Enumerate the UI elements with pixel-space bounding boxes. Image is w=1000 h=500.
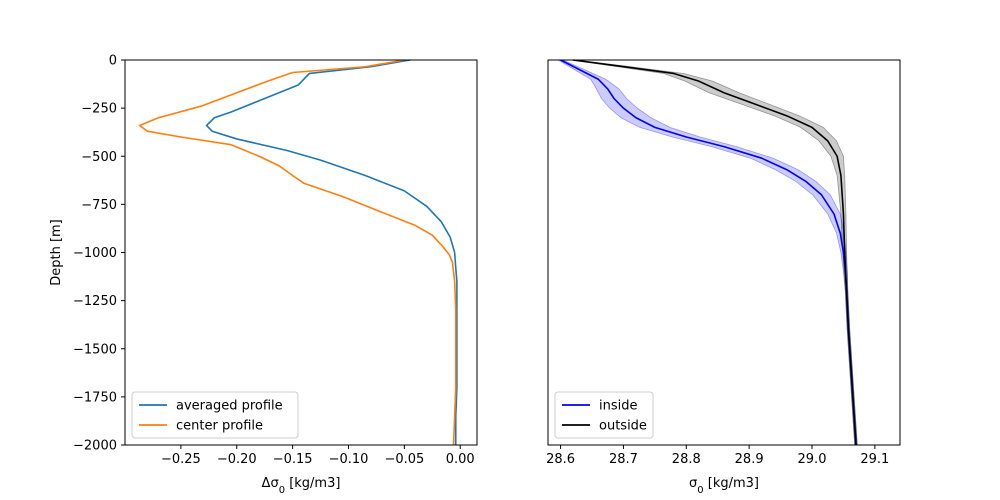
series-line-center-profile xyxy=(138,59,457,446)
y-tick-label: −500 xyxy=(81,150,117,165)
left-y-axis-label: Depth [m] xyxy=(49,219,64,286)
right-x-axis-label: σ0 [kg/m3] xyxy=(689,476,759,496)
left-series-lines xyxy=(138,59,458,446)
x-tick-label: 29.0 xyxy=(798,452,827,467)
right-legend: inside outside xyxy=(554,391,654,439)
left-x-axis-label: Δσ0 [kg/m3] xyxy=(262,476,341,496)
y-tick-label: −750 xyxy=(81,198,117,213)
right-series-lines xyxy=(560,59,857,446)
left-legend: averaged profile center profile xyxy=(131,391,299,439)
y-tick-label: −1500 xyxy=(73,342,117,357)
x-tick-label: 0.00 xyxy=(446,452,475,467)
right-ticks: 28.6 28.7 28.8 28.9 29.0 29.1 xyxy=(546,445,889,467)
x-tick-label: −0.15 xyxy=(273,452,313,467)
legend-label: inside xyxy=(599,399,638,414)
y-tick-label: −1000 xyxy=(73,246,117,261)
left-axes-frame xyxy=(124,59,478,446)
left-panel: −0.25 −0.20 −0.15 −0.10 −0.05 0.00 0 −250 −500 −7… xyxy=(49,54,478,496)
y-tick-label: −250 xyxy=(81,102,117,117)
series-line-averaged-profile xyxy=(205,59,458,445)
right-axes-frame xyxy=(547,59,901,446)
y-tick-label: −2000 xyxy=(73,439,117,454)
right-panel: 28.6 28.7 28.8 28.9 29.0 29.1 σ0 [kg/m3] insi… xyxy=(546,59,901,496)
y-tick-label: −1250 xyxy=(73,294,117,309)
x-tick-label: −0.10 xyxy=(329,452,369,467)
x-tick-label: 28.8 xyxy=(672,452,701,467)
legend-label: center profile xyxy=(176,419,263,434)
y-tick-label: 0 xyxy=(109,54,117,69)
x-tick-label: 28.7 xyxy=(609,452,638,467)
series-line-outside xyxy=(573,59,857,446)
legend-box xyxy=(131,391,299,439)
legend-box xyxy=(554,391,654,439)
x-tick-label: −0.05 xyxy=(384,452,424,467)
x-tick-label: 28.6 xyxy=(546,452,575,467)
x-tick-label: −0.25 xyxy=(161,452,201,467)
x-tick-label: 28.9 xyxy=(735,452,764,467)
x-tick-label: 29.1 xyxy=(860,452,889,467)
y-tick-label: −1750 xyxy=(73,390,117,405)
left-ticks: −0.25 −0.20 −0.15 −0.10 −0.05 0.00 0 −250 −500 −7… xyxy=(73,54,475,468)
legend-label: outside xyxy=(599,419,647,434)
legend-label: averaged profile xyxy=(176,399,283,414)
x-tick-label: −0.20 xyxy=(217,452,257,467)
